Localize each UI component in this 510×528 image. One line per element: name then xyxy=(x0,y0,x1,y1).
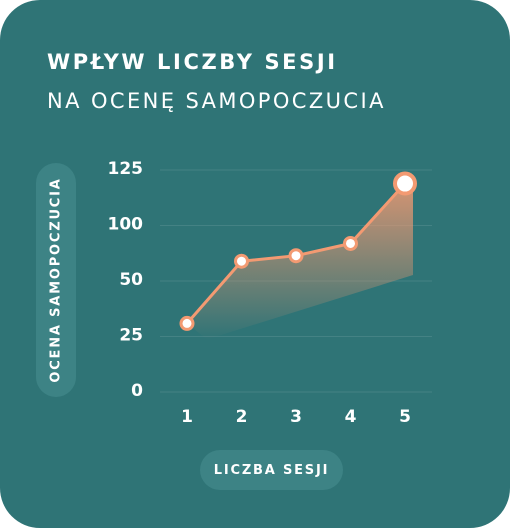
data-point xyxy=(343,235,358,251)
x-tick-label: 1 xyxy=(181,407,193,427)
y-tick-labels: 125 100 50 25 0 xyxy=(108,159,144,401)
chart-title: WPŁYW LICZBY SESJI xyxy=(47,50,338,74)
y-tick-label: 0 xyxy=(131,381,143,401)
x-tick-label: 2 xyxy=(236,407,248,427)
y-tick-label: 125 xyxy=(108,159,144,179)
x-tick-label: 5 xyxy=(399,407,411,427)
data-point xyxy=(234,253,249,269)
data-point-highlight xyxy=(393,171,417,196)
chart-subtitle: NA OCENĘ SAMOPOCZUCIA xyxy=(47,89,386,113)
y-axis-label-pill xyxy=(36,163,76,397)
data-point xyxy=(288,248,304,264)
x-tick-label: 3 xyxy=(290,407,302,427)
data-points xyxy=(179,171,417,331)
data-point xyxy=(179,315,195,331)
x-axis-label-pill: LICZBA SESJI xyxy=(200,450,343,490)
x-tick-label: 4 xyxy=(345,407,357,427)
y-tick-label: 100 xyxy=(108,215,144,235)
y-tick-label: 25 xyxy=(119,326,143,346)
y-tick-label: 50 xyxy=(119,270,143,290)
x-axis-label: LICZBA SESJI xyxy=(213,462,330,478)
x-tick-labels: 1 2 3 4 5 xyxy=(181,407,411,427)
